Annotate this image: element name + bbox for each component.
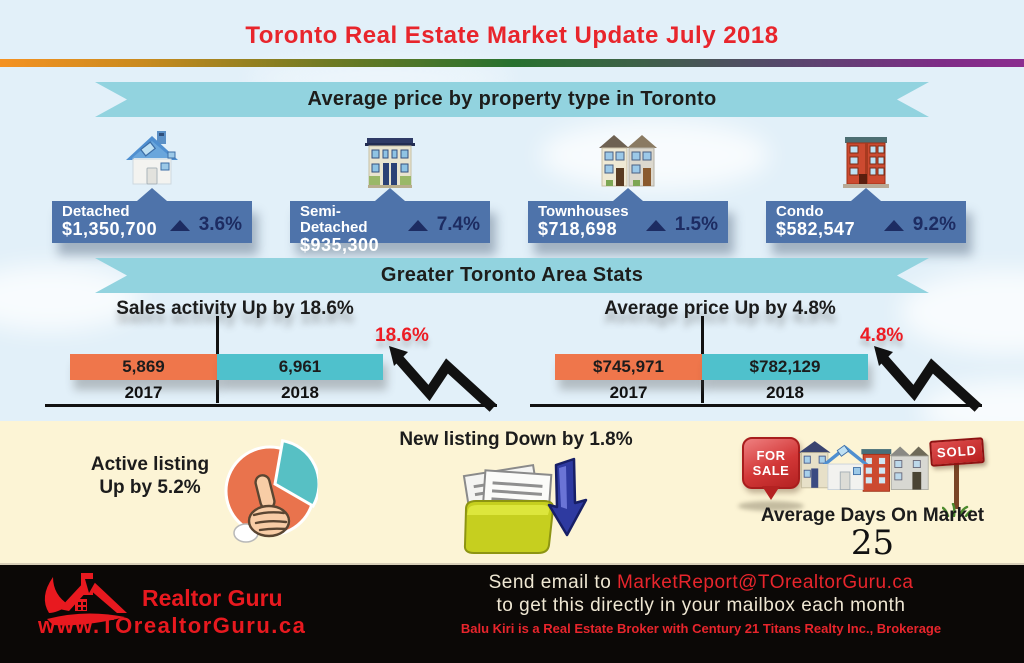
property-label: Townhouses (538, 203, 629, 220)
property-card-townhouses: Townhouses $718,698 1.5% (528, 126, 728, 243)
property-card-detached: Detached $1,350,700 3.6% (52, 126, 252, 243)
chart-title: Sales activity Up by 18.6% (116, 298, 354, 319)
growth-percentage: 4.8% (860, 325, 904, 346)
sky-section: Toronto Real Estate Market Update July 2… (0, 22, 1024, 440)
sold-sign: SOLD (928, 437, 985, 517)
property-stat-box: Condo $582,547 9.2% (766, 201, 966, 243)
property-label: Detached (62, 203, 130, 220)
bar-2018: $782,129 (702, 354, 868, 380)
cloud-decoration (0, 265, 140, 331)
card-pointer (613, 188, 643, 201)
chart-baseline (45, 404, 497, 407)
property-label: Condo (776, 203, 824, 220)
gradient-divider (0, 59, 1024, 67)
property-change: 3.6% (198, 214, 242, 235)
bar-2017: 5,869 (70, 354, 217, 380)
days-on-market-value: 25 (850, 523, 895, 563)
market-report-email-link[interactable]: MarketReport@TOrealtorGuru.ca (617, 572, 914, 593)
card-pointer (137, 188, 167, 201)
card-pointer (851, 188, 881, 201)
growth-arrow-icon (389, 346, 497, 412)
property-change: 1.5% (674, 214, 718, 235)
year-label-2017: 2017 (609, 383, 648, 402)
sales-activity-chart: Sales activity Up by 18.6% 5,869 6,961 2… (45, 298, 500, 416)
cloud-decoration (540, 120, 770, 190)
page-title: Toronto Real Estate Market Update July 2… (245, 22, 779, 49)
footer-contact-block: Send email to MarketReport@TOrealtorGuru… (398, 571, 1004, 636)
gta-banner-label: Greater Toronto Area Stats (380, 264, 644, 286)
folder-down-arrow-icon (462, 457, 588, 554)
card-pointer (375, 188, 405, 201)
bar-2017: $745,971 (555, 354, 702, 380)
brand-website-link[interactable]: www.TOrealtorGuru.ca (38, 613, 307, 638)
detached-house-icon (52, 126, 252, 188)
realtor-guru-logo (44, 573, 127, 626)
footer-email-line: Send email to MarketReport@TOrealtorGuru… (398, 571, 1004, 594)
bottom-stats-section: Active listing Up by 5.2% New listing Do… (0, 421, 1024, 563)
brand-name: Realtor Guru (142, 585, 283, 611)
for-sale-sign: FOR SALE (742, 437, 800, 500)
year-label-2017: 2017 (124, 383, 163, 402)
up-arrow-icon (169, 219, 190, 231)
up-arrow-icon (645, 219, 666, 231)
sold-sign-board: SOLD (929, 437, 985, 467)
chart-baseline (530, 404, 982, 407)
property-price: $718,698 (538, 219, 618, 239)
active-listing-text: Active listing Up by 5.2% (55, 453, 245, 499)
condo-building-icon (766, 126, 966, 188)
property-change: 9.2% (912, 214, 956, 235)
property-stat-box: Semi-Detached $935,300 7.4% (290, 201, 490, 255)
property-card-semi-detached: Semi-Detached $935,300 7.4% (290, 126, 490, 255)
new-listing-text: New listing Down by 1.8% (399, 429, 633, 450)
footer-email-prefix: Send email to (488, 572, 618, 593)
sign-shadow (738, 501, 804, 511)
active-listing-line1: Active listing (90, 454, 210, 475)
footer: Realtor Guru www.TOrealtorGuru.ca Send e… (0, 563, 1024, 663)
property-price: $1,350,700 (62, 219, 158, 239)
property-change: 7.4% (436, 214, 480, 235)
property-card-condo: Condo $582,547 9.2% (766, 126, 966, 243)
up-arrow-icon (883, 219, 904, 231)
chart-title: Average price Up by 4.8% (604, 298, 836, 319)
up-arrow-icon (407, 219, 428, 231)
active-listing-line2: Up by 5.2% (99, 477, 201, 498)
property-label: Semi-Detached (300, 203, 368, 236)
semi-detached-house-icon (290, 126, 490, 188)
days-on-market-label: Average Days On Market (760, 505, 985, 526)
year-label-2018: 2018 (281, 383, 319, 402)
footer-subscribe-line: to get this directly in your mailbox eac… (496, 595, 906, 616)
gta-banner-ribbon: Greater Toronto Area Stats (95, 258, 929, 293)
growth-percentage: 18.6% (375, 325, 429, 346)
property-banner-ribbon: Average price by property type in Toront… (95, 82, 929, 117)
sold-sign-post (954, 447, 959, 509)
property-stat-box: Townhouses $718,698 1.5% (528, 201, 728, 243)
property-stat-box: Detached $1,350,700 3.6% (52, 201, 252, 243)
property-price: $582,547 (776, 219, 856, 239)
pie-chart-thumbs-up-icon (224, 438, 318, 543)
growth-arrow-icon (874, 346, 982, 412)
houses-row-illustration (798, 441, 930, 492)
townhouses-icon (528, 126, 728, 188)
grass-icon (942, 503, 972, 517)
footer-broker-disclaimer: Balu Kiri is a Real Estate Broker with C… (460, 621, 942, 636)
bar-2018: 6,961 (217, 354, 383, 380)
average-price-chart: Average price Up by 4.8% $745,971 $782,1… (530, 298, 985, 416)
year-label-2018: 2018 (766, 383, 804, 402)
property-price: $935,300 (300, 235, 380, 255)
property-banner-label: Average price by property type in Toront… (307, 88, 717, 110)
